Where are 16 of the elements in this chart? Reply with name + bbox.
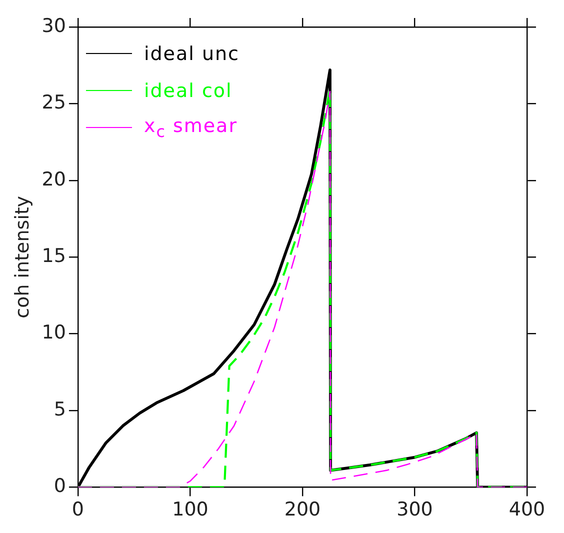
y-tick-label: 20 — [42, 168, 66, 190]
y-axis-title: coh intensity — [11, 196, 34, 318]
x-tick-label: 100 — [172, 498, 208, 521]
x-tick-label: 0 — [72, 498, 84, 521]
x-tick-label: 200 — [284, 498, 321, 521]
legend-label: ideal unc — [144, 42, 240, 64]
y-tick-label: 10 — [42, 322, 66, 344]
legend-label: x$_{c}$ smear — [144, 114, 238, 140]
legend-label: ideal col — [144, 80, 232, 102]
y-tick-label: 15 — [42, 245, 66, 268]
x-tick-label: 400 — [508, 498, 546, 521]
x-tick-label: 300 — [396, 498, 433, 521]
y-tick-label: 5 — [54, 398, 66, 420]
y-tick-label: 25 — [42, 92, 66, 114]
y-tick-label: 30 — [42, 14, 66, 37]
y-tick-label: 0 — [54, 475, 66, 498]
